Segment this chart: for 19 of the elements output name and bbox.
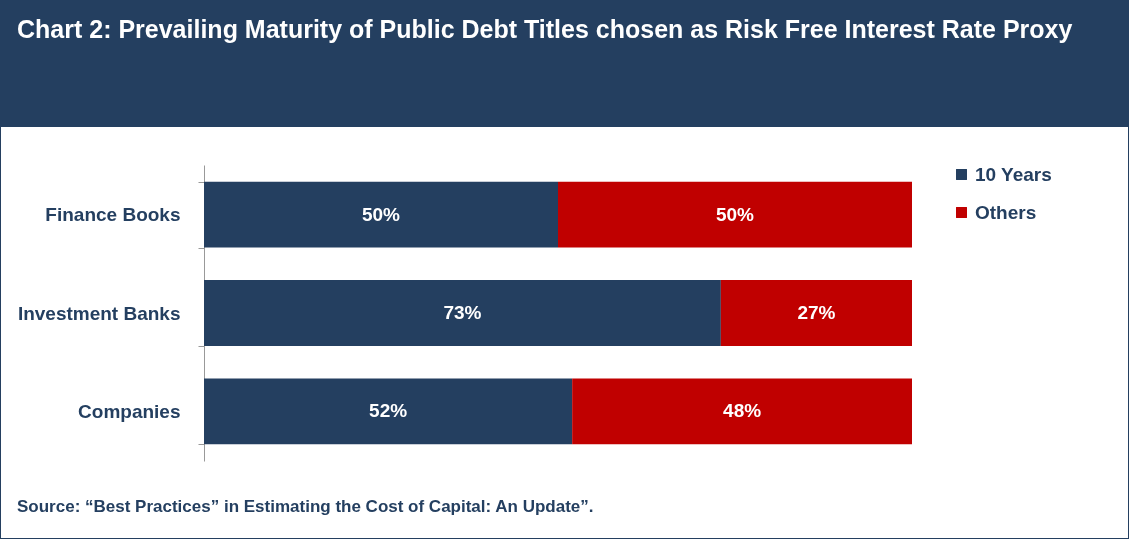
bar [572,378,912,445]
data-label: 48% [723,400,762,422]
bar [204,280,721,346]
data-label: 52% [369,400,408,422]
bar [558,181,912,248]
chart-title: Chart 2: Prevailing Maturity of Public Debt Titles chosen as Risk Free Interest Rate Proxy [1,1,1128,127]
data-label: 27% [797,302,836,323]
y-tick-label: Finance Books [45,204,181,226]
legend-label: 10 Years [975,163,1052,185]
y-tick-label: Companies [78,400,181,422]
bar [204,378,573,445]
bar [204,181,558,248]
bar [720,280,912,346]
y-tick-label: Investment Banks [17,302,181,324]
data-label: 50% [361,203,401,225]
data-label: 50% [715,203,755,225]
data-label: 73% [443,302,482,323]
source-note: Source: “Best Practices” in Estimating the Cost of Capital: An Update”. [17,497,594,517]
legend-label: Others [975,201,1037,223]
